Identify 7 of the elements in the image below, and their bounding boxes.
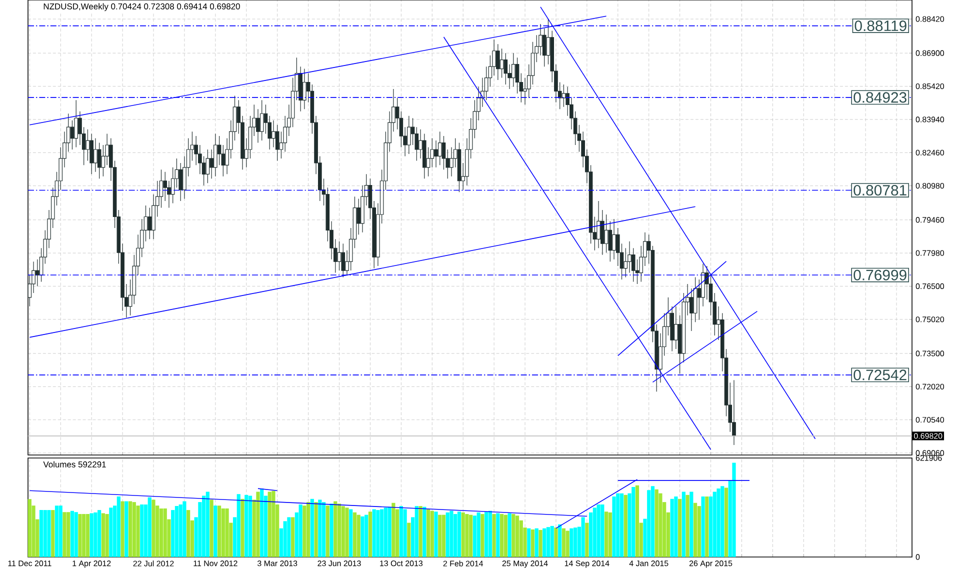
ref-line-label: 0.88119 [854,20,906,32]
chart-title: Volumes 592291 [43,461,106,468]
ref-line-label: 0.76999 [854,270,906,280]
ref-line-label: 0.72542 [854,370,906,380]
ref-line-label: 0.84923 [854,92,906,103]
chart-title: NZDUSD,Weekly 0.70424 0.72308 0.69414 0.69820 [44,3,240,12]
ref-line-label: 0.80781 [854,184,906,196]
